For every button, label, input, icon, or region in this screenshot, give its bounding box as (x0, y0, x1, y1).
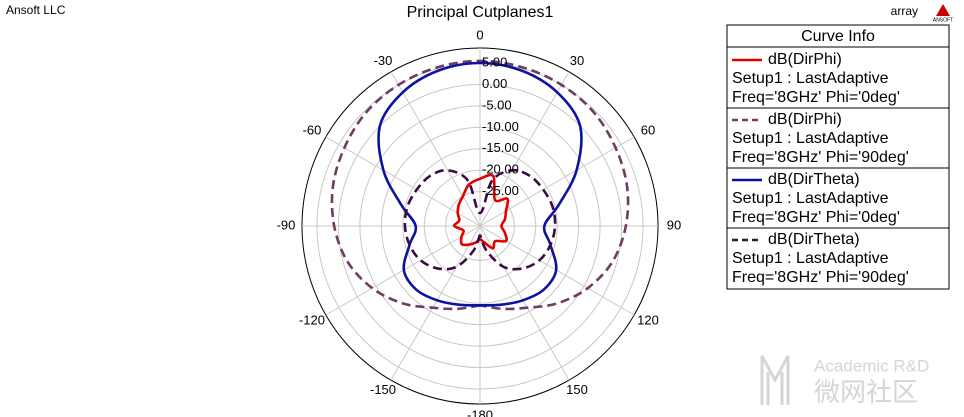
curve (452, 173, 510, 250)
legend-label: dB(DirTheta) (768, 231, 860, 248)
legend-label: dB(DirPhi) (768, 111, 842, 128)
legend-title: Curve Info (801, 28, 875, 45)
chart-title: Principal Cutplanes1 (407, 4, 554, 21)
r-tick-label: 5.00 (482, 54, 507, 69)
logo-text: ANSOFT (933, 17, 953, 23)
curve (330, 59, 630, 311)
watermark-text: Academic R&D (814, 356, 929, 375)
legend-freq: Freq='8GHz' Phi='0deg' (732, 209, 900, 226)
grid-ring (402, 148, 558, 304)
theta-tick-label: 0 (476, 27, 483, 42)
r-tick-label: 0.00 (482, 76, 507, 91)
theta-tick-label: -30 (374, 53, 393, 68)
spoke (390, 71, 481, 227)
grid-ring (423, 169, 537, 283)
curve (377, 61, 583, 307)
grid-ring (380, 126, 580, 326)
theta-tick-label: -60 (303, 122, 322, 137)
legend-freq: Freq='8GHz' Phi='90deg' (732, 149, 909, 166)
theta-tick-label: 120 (637, 312, 659, 327)
theta-tick-label: -120 (299, 312, 325, 327)
legend-box (726, 24, 950, 290)
legend-setup: Setup1 : LastAdaptive (732, 70, 889, 87)
logo-icon (936, 4, 950, 16)
legend-label: dB(DirPhi) (768, 51, 842, 68)
legend-label: dB(DirTheta) (768, 171, 860, 188)
watermark-icon (760, 355, 790, 405)
legend-setup: Setup1 : LastAdaptive (732, 250, 889, 267)
theta-tick-label: 60 (641, 122, 655, 137)
theta-tick-label: -90 (277, 217, 296, 232)
r-tick-label: -5.00 (482, 97, 512, 112)
theta-tick-label: 30 (570, 53, 584, 68)
watermark: Academic R&D 微网社区 (760, 355, 929, 407)
spoke (390, 225, 481, 381)
r-tick-label: -10.00 (482, 119, 519, 134)
r-tick-label: -15.00 (482, 140, 519, 155)
curve (403, 168, 557, 271)
legend: Curve Info dB(DirPhi) Setup1 : LastAdapti… (726, 24, 950, 290)
legend-setup: Setup1 : LastAdaptive (732, 130, 889, 147)
design-label: array (891, 4, 918, 18)
r-tick-label: -25.00 (482, 183, 519, 198)
theta-tick-label: -150 (370, 382, 396, 397)
grid-ring (337, 83, 623, 369)
spoke (325, 136, 481, 227)
r-tick-label: -20.00 (482, 162, 519, 177)
legend-freq: Freq='8GHz' Phi='90deg' (732, 269, 909, 286)
company-label: Ansoft LLC (6, 3, 66, 17)
theta-tick-label: 90 (667, 217, 681, 232)
legend-freq: Freq='8GHz' Phi='0deg' (732, 89, 900, 106)
theta-tick-label: -180 (467, 407, 493, 417)
spoke (479, 225, 570, 381)
grid-ring (359, 105, 601, 347)
watermark-text: 微网社区 (814, 377, 918, 407)
theta-tick-label: 150 (566, 382, 588, 397)
grid-ring (445, 191, 515, 261)
legend-setup: Setup1 : LastAdaptive (732, 190, 889, 207)
